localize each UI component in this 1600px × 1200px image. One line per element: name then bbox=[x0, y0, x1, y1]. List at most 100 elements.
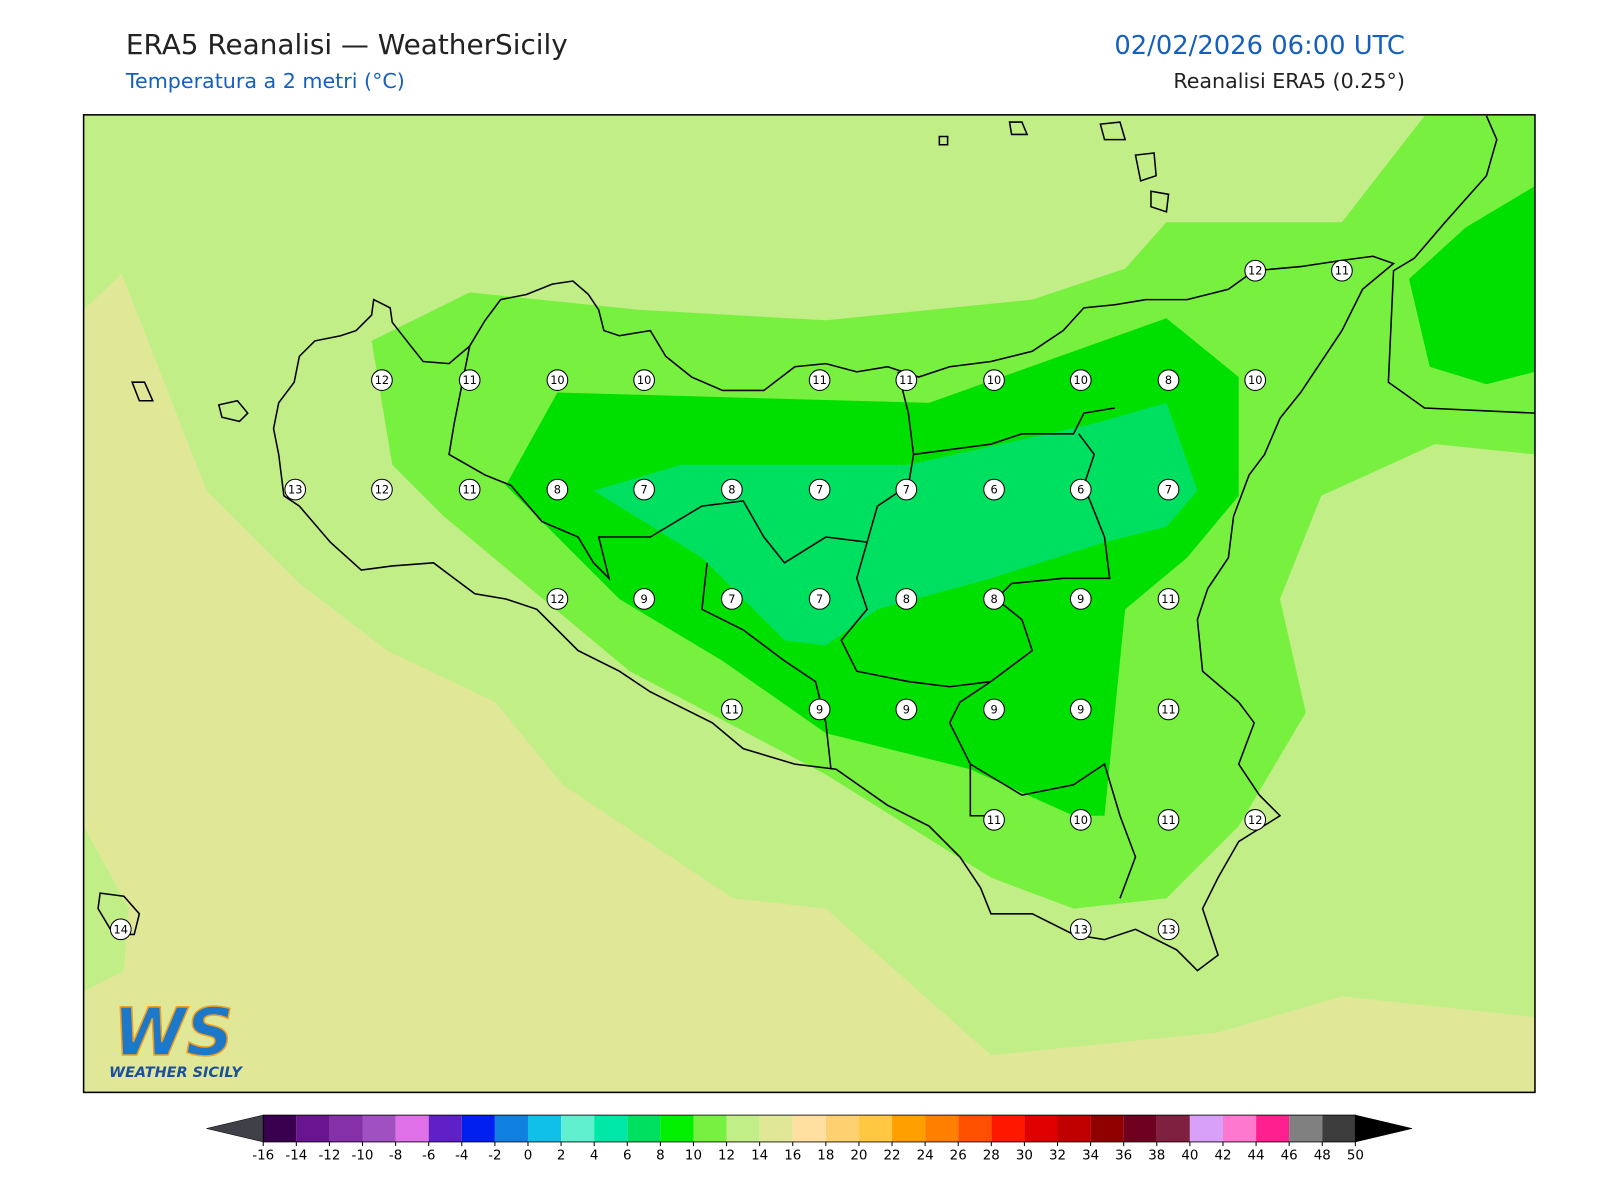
colorbar-tick-label: 34 bbox=[1082, 1148, 1099, 1163]
colorbar-tick-label: 8 bbox=[656, 1148, 665, 1163]
station-marker bbox=[895, 478, 918, 501]
station-marker bbox=[1157, 698, 1180, 721]
colorbar-segment bbox=[1256, 1115, 1290, 1142]
map-frame bbox=[82, 114, 1536, 1094]
station-marker bbox=[721, 588, 743, 610]
colorbar-segment bbox=[1024, 1115, 1058, 1142]
station-marker bbox=[808, 369, 831, 391]
colorbar-segment bbox=[925, 1115, 959, 1142]
colorbar-segment bbox=[296, 1115, 330, 1142]
station-value: 14 bbox=[114, 922, 128, 936]
station-value: 13 bbox=[1161, 922, 1175, 936]
colorbar-tick-label: 30 bbox=[1016, 1148, 1033, 1163]
station-marker bbox=[633, 588, 655, 610]
station-marker bbox=[1157, 588, 1180, 610]
station-marker bbox=[633, 478, 655, 501]
station-value: 11 bbox=[1161, 592, 1175, 606]
station-value: 9 bbox=[1077, 592, 1084, 606]
colorbar-tick-label: 16 bbox=[784, 1148, 801, 1163]
station-value: 9 bbox=[903, 702, 910, 716]
station-value: 9 bbox=[990, 702, 997, 716]
colorbar-tick-label: 22 bbox=[883, 1148, 900, 1163]
station-value: 11 bbox=[1335, 264, 1349, 278]
colorbar-segment bbox=[1189, 1115, 1223, 1142]
colorbar-tick-label: 0 bbox=[524, 1148, 533, 1163]
field-16-18 bbox=[83, 273, 1535, 1093]
colorbar-segment bbox=[1289, 1115, 1323, 1142]
colorbar-segment bbox=[892, 1115, 926, 1142]
colorbar-tick-label: -14 bbox=[285, 1148, 307, 1163]
colorbar-segment bbox=[792, 1115, 826, 1142]
station-value: 11 bbox=[899, 373, 913, 387]
station-labels: 12 11 12 11 10 10 11 11 10 10 8 10 13 12 11 8 7 8 7 7 6 6 7 12 9… bbox=[109, 259, 1353, 941]
station-marker bbox=[1069, 809, 1092, 831]
colorbar-segment bbox=[858, 1115, 893, 1142]
colorbar-tick-label: -16 bbox=[252, 1148, 274, 1163]
station-marker bbox=[1244, 369, 1267, 391]
colorbar-segment bbox=[1322, 1115, 1356, 1142]
colorbar-segment bbox=[395, 1115, 429, 1142]
colorbar-segment bbox=[461, 1115, 495, 1142]
station-marker bbox=[983, 478, 1005, 501]
colorbar-segment bbox=[660, 1115, 694, 1142]
station-marker bbox=[371, 369, 393, 391]
station-value: 10 bbox=[1248, 373, 1262, 387]
station-marker bbox=[546, 478, 569, 501]
source: Reanalisi ERA5 (0.25°) bbox=[1173, 69, 1405, 93]
colorbar-segment bbox=[759, 1115, 793, 1142]
station-marker bbox=[1244, 809, 1267, 831]
colorbar-tick-label: 40 bbox=[1181, 1148, 1198, 1163]
station-value: 10 bbox=[550, 373, 564, 387]
station-value: 11 bbox=[1161, 813, 1175, 827]
station-marker bbox=[633, 369, 655, 391]
colorbar-extend-low bbox=[206, 1114, 264, 1143]
station-value: 10 bbox=[1074, 813, 1088, 827]
station-marker bbox=[895, 369, 918, 391]
station-value: 7 bbox=[903, 483, 910, 497]
colorbar-tick-label: 26 bbox=[950, 1148, 967, 1163]
colorbar-segment bbox=[825, 1115, 859, 1142]
station-marker bbox=[1244, 259, 1267, 282]
colorbar-segment bbox=[1156, 1115, 1190, 1142]
colorbar-tick-label: 6 bbox=[623, 1148, 632, 1163]
station-marker bbox=[546, 588, 569, 610]
colorbar-tick-label: 24 bbox=[917, 1148, 934, 1163]
colorbar-tick-label: 38 bbox=[1148, 1148, 1165, 1163]
colorbar-segment bbox=[594, 1115, 628, 1142]
colorbar-segment bbox=[527, 1115, 562, 1142]
station-value: 13 bbox=[1074, 922, 1088, 936]
colorbar-segment bbox=[627, 1115, 661, 1142]
colorbar-segment bbox=[991, 1115, 1025, 1142]
station-marker bbox=[808, 698, 831, 721]
colorbar-segment bbox=[263, 1115, 297, 1142]
station-value: 12 bbox=[375, 373, 389, 387]
station-marker bbox=[458, 478, 481, 501]
colorbar-segment bbox=[958, 1115, 992, 1142]
station-marker bbox=[1069, 478, 1092, 501]
title: ERA5 Reanalisi — WeatherSicily bbox=[126, 28, 568, 61]
colorbar-segment bbox=[494, 1115, 528, 1142]
colorbar-tick-label: 32 bbox=[1049, 1148, 1066, 1163]
station-value: 7 bbox=[816, 483, 823, 497]
colorbar-tick-label: 2 bbox=[557, 1148, 566, 1163]
station-marker bbox=[808, 588, 831, 610]
station-marker bbox=[284, 478, 307, 501]
colorbar-segment bbox=[329, 1115, 363, 1142]
station-value: 9 bbox=[641, 592, 648, 606]
station-value: 11 bbox=[812, 373, 826, 387]
datetime: 02/02/2026 06:00 UTC bbox=[1114, 31, 1405, 61]
station-value: 7 bbox=[728, 592, 735, 606]
colorbar-segment bbox=[1057, 1115, 1091, 1142]
colorbar-segment bbox=[1123, 1115, 1157, 1142]
colorbar-segment bbox=[693, 1115, 727, 1142]
station-value: 10 bbox=[987, 373, 1001, 387]
station-value: 7 bbox=[641, 483, 648, 497]
colorbar: -16 -14 -12 -10 -8 -6 -4 -2 0 2 4 6 8 10 12 14 16 18 20 22 2… bbox=[206, 1114, 1413, 1163]
station-marker bbox=[1069, 588, 1092, 610]
station-value: 9 bbox=[1077, 702, 1084, 716]
station-value: 12 bbox=[375, 483, 389, 497]
field-8-10 bbox=[593, 402, 1198, 646]
colorbar-tick-label: 42 bbox=[1214, 1148, 1231, 1163]
